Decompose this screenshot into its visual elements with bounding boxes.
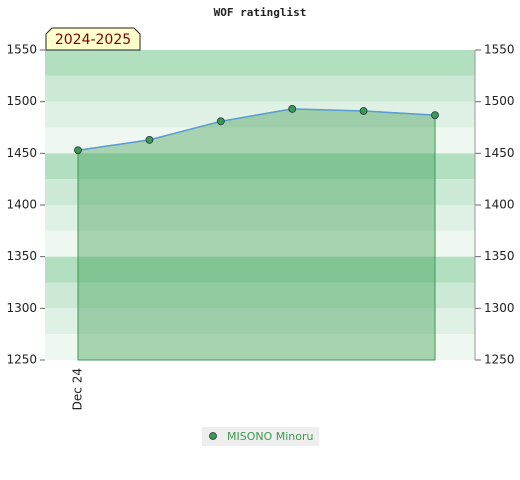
y-tick-label: 1250 — [6, 353, 37, 367]
y-tick-label: 1500 — [6, 94, 37, 108]
y-tick-label: 1400 — [6, 198, 37, 212]
grid-band — [45, 205, 475, 231]
y2-tick-label: 1250 — [484, 353, 515, 367]
legend: MISONO Minoru — [202, 427, 319, 446]
grid-band — [45, 75, 475, 102]
chart-title: WOF ratinglist — [214, 6, 307, 19]
legend-marker — [209, 432, 217, 440]
marker — [145, 135, 154, 144]
annotation-text: 2024-2025 — [55, 32, 131, 48]
y2-tick-label: 1400 — [484, 198, 515, 212]
annotation: 2024-2025 — [45, 27, 141, 51]
y-tick-label: 1350 — [6, 249, 37, 263]
line — [77, 108, 436, 151]
y2-tick-label: 1350 — [484, 249, 515, 263]
grid-band — [45, 282, 475, 309]
y-tick-label: 1450 — [6, 146, 37, 160]
grid-band — [45, 50, 475, 76]
grid-band — [45, 308, 475, 335]
area — [77, 108, 436, 361]
grid-band — [45, 334, 475, 360]
marker — [74, 146, 82, 155]
marker — [288, 105, 297, 113]
y2-tick-label: 1550 — [484, 43, 515, 57]
x-tick-label: Dec 24 — [71, 368, 85, 410]
marker — [216, 117, 225, 126]
y-tick-label: 1550 — [6, 43, 37, 57]
grid-band — [45, 127, 475, 154]
marker — [359, 107, 368, 115]
y2-tick-label: 1300 — [484, 301, 515, 315]
grid-band — [45, 153, 475, 180]
y2-tick-label: 1500 — [484, 94, 515, 108]
grid-band — [45, 230, 475, 257]
annotation-box — [45, 27, 141, 51]
marker — [431, 111, 439, 119]
legend-label: MISONO Minoru — [227, 430, 314, 443]
y2-tick-label: 1450 — [484, 146, 515, 160]
y-tick-label: 1300 — [6, 301, 37, 315]
legend-box — [202, 427, 319, 446]
grid-band — [45, 256, 475, 283]
grid-band — [45, 179, 475, 205]
